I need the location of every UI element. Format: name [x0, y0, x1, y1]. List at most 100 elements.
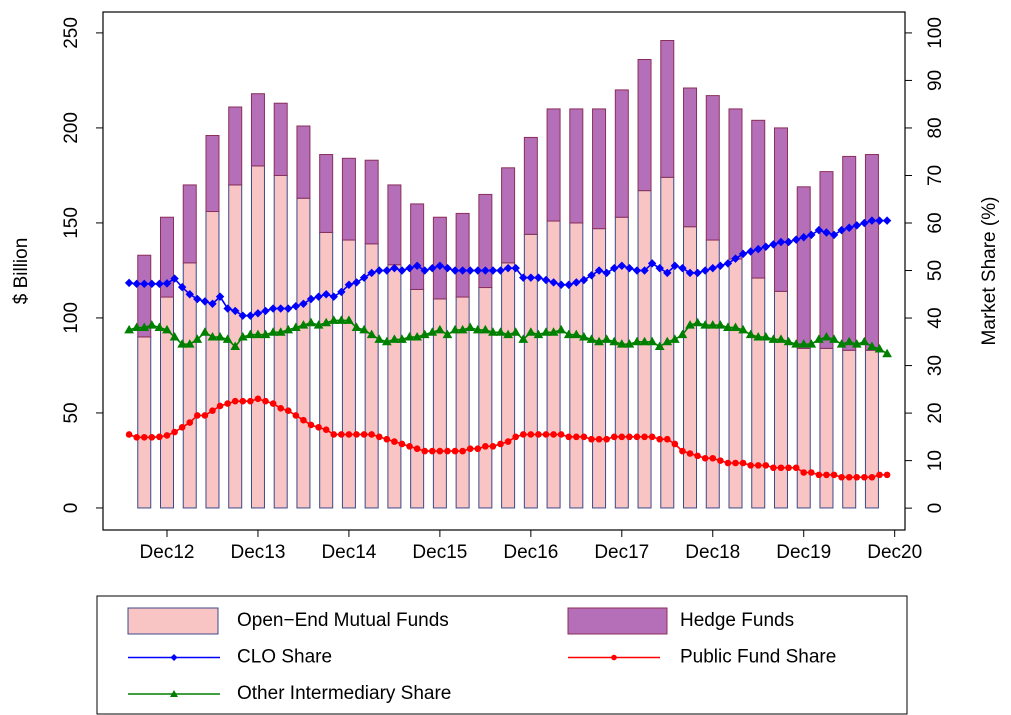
y2-tick-label: 100: [925, 17, 946, 49]
line-marker: [563, 329, 574, 339]
line-marker: [383, 435, 391, 443]
bar-segment: [296, 125, 311, 199]
bar-segment: [341, 157, 356, 241]
bar-segment: [660, 40, 675, 178]
line-marker: [814, 334, 824, 343]
line-marker: [821, 332, 832, 341]
line-marker: [730, 322, 741, 332]
bar-segment: [705, 239, 720, 509]
line-marker: [125, 431, 133, 438]
line-marker: [700, 266, 710, 275]
line-marker: [329, 292, 338, 301]
line-marker: [162, 279, 172, 288]
line-marker: [237, 332, 248, 341]
line-marker: [442, 329, 453, 339]
line-marker: [133, 434, 140, 441]
line-marker: [618, 433, 626, 441]
line-marker: [709, 454, 717, 462]
line-marker: [776, 334, 786, 343]
line-marker: [429, 447, 436, 455]
bar-segment: [432, 216, 447, 300]
line-marker: [390, 263, 399, 273]
line-marker: [208, 299, 217, 308]
line-marker: [262, 397, 269, 405]
line-marker: [481, 266, 490, 275]
bar-segment: [478, 287, 493, 509]
line-marker: [450, 266, 460, 275]
line-marker: [207, 332, 218, 341]
line-marker: [284, 304, 293, 313]
line-marker: [222, 334, 233, 343]
line-marker: [412, 332, 423, 341]
line-marker: [351, 322, 362, 332]
x-tick-label: Dec15: [412, 542, 467, 563]
line-marker: [292, 412, 300, 419]
y2-tick-label: 70: [925, 165, 946, 186]
line-marker: [276, 304, 285, 313]
bar-segment: [705, 95, 720, 241]
line-marker: [823, 471, 830, 479]
line-marker: [768, 334, 779, 343]
line-marker: [874, 343, 885, 353]
line-marker: [799, 233, 808, 242]
line-marker: [806, 339, 817, 348]
bar-segment: [296, 197, 311, 509]
legend-label: Other Intermediary Share: [237, 683, 451, 704]
line-marker: [739, 459, 747, 467]
line-marker: [836, 339, 847, 348]
line-marker: [822, 228, 831, 237]
bar-segment: [523, 136, 538, 235]
bar-segment: [819, 171, 834, 349]
bar-segment: [478, 193, 493, 289]
line-marker: [534, 273, 543, 282]
bar-segment: [614, 216, 629, 509]
line-marker: [321, 317, 332, 327]
legend-swatch: [127, 607, 219, 635]
line-marker: [215, 332, 225, 341]
line-marker: [655, 263, 664, 273]
line-marker: [239, 397, 247, 405]
line-marker: [625, 263, 634, 273]
line-marker: [367, 268, 376, 278]
line-marker: [162, 324, 172, 334]
line-marker: [769, 240, 778, 249]
line-marker: [147, 279, 157, 289]
line-marker: [807, 230, 816, 240]
line-marker: [571, 329, 582, 339]
line-marker: [851, 339, 862, 348]
line-marker: [375, 433, 383, 441]
line-marker: [231, 306, 240, 316]
line-marker: [573, 433, 580, 441]
bar-segment: [751, 119, 766, 279]
bar-segment: [728, 108, 743, 260]
line-marker: [693, 268, 702, 278]
line-marker: [404, 332, 415, 341]
line-marker: [800, 469, 808, 476]
y-tick-label: 250: [61, 17, 82, 49]
line-marker: [717, 457, 724, 464]
line-marker: [177, 339, 188, 348]
y2-tick-label: 80: [925, 117, 946, 138]
line-marker: [624, 339, 635, 348]
line-marker: [200, 297, 210, 306]
line-marker: [457, 324, 468, 334]
line-marker: [184, 339, 195, 348]
line-marker: [451, 447, 459, 455]
line-marker: [829, 230, 839, 240]
line-marker: [299, 299, 308, 308]
line-marker: [686, 450, 694, 457]
line-marker: [760, 332, 771, 341]
line-marker: [670, 261, 680, 270]
y-tick-label: 0: [61, 503, 82, 514]
line-marker: [230, 341, 241, 351]
line-marker: [322, 426, 330, 434]
line-marker: [745, 329, 756, 339]
line-marker: [154, 322, 165, 332]
line-marker: [564, 280, 573, 289]
line-marker: [215, 292, 225, 301]
bar-segment: [842, 155, 857, 351]
y2-tick-label: 20: [925, 403, 946, 424]
bar-segment: [228, 106, 243, 186]
line-marker: [662, 336, 673, 346]
